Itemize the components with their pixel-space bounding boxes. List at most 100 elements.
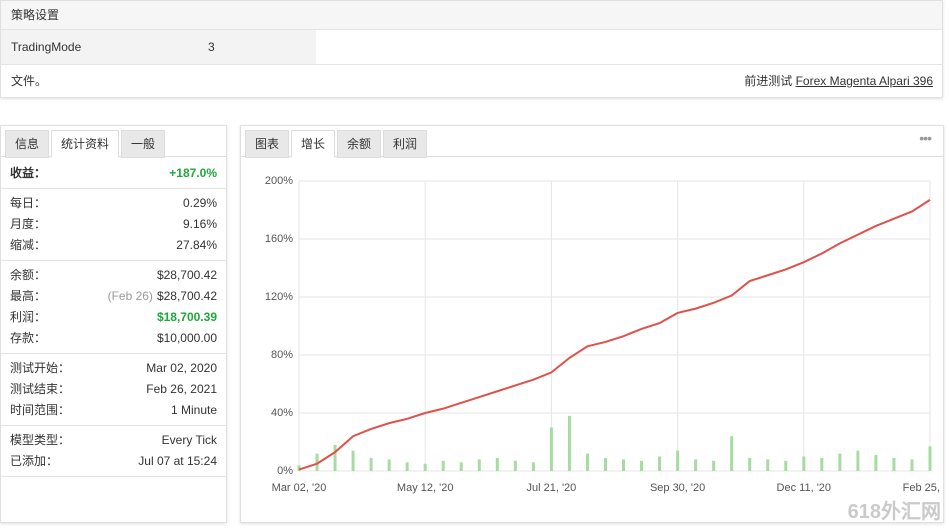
stat-value-wrap: 0.29% xyxy=(183,193,217,214)
stat-row: 测试结束： Feb 26, 2021 xyxy=(1,379,226,400)
stat-row: 时间范围： 1 Minute xyxy=(1,400,226,421)
stat-label: 收益： xyxy=(10,166,47,180)
stat-value-wrap: $10,000.00 xyxy=(157,328,217,349)
x-tick-label: Mar 02, '20 xyxy=(272,482,327,494)
bar xyxy=(513,460,517,471)
bar xyxy=(567,415,571,471)
chart: 0% 40% 80% 120% 160% 200% Mar 02, '20 May 12, '… xyxy=(265,175,943,494)
param-name: TradingMode xyxy=(11,40,82,54)
bar xyxy=(477,459,481,471)
stat-value-wrap: 1 Minute xyxy=(171,400,217,421)
bar xyxy=(712,460,716,471)
growth-line xyxy=(298,199,931,471)
stat-label: 测试结束： xyxy=(10,382,71,396)
stat-row: 存款： $10,000.00 xyxy=(1,328,226,349)
bar xyxy=(874,455,878,471)
tab[interactable]: 利润 xyxy=(383,130,428,158)
stat-label: 余额： xyxy=(10,268,47,282)
bar xyxy=(820,457,824,471)
tab[interactable]: 图表 xyxy=(245,130,290,158)
bar xyxy=(423,463,427,471)
stat-row: 缩减： 27.84% xyxy=(1,235,226,256)
stat-value-wrap: $28,700.42 xyxy=(157,265,217,286)
stat-label: 已添加： xyxy=(10,454,59,468)
bar xyxy=(658,456,662,471)
bar xyxy=(694,459,698,471)
bar xyxy=(459,462,463,471)
bar xyxy=(387,459,391,471)
stat-value: $28,700.42 xyxy=(156,268,217,282)
menu-button[interactable]: ••• xyxy=(919,130,932,146)
stat-row: 利润： $18,700.39 xyxy=(1,307,226,328)
stat-value-wrap: (Feb 26) $28,700.42 xyxy=(108,286,217,307)
tab[interactable]: 余额 xyxy=(337,130,382,158)
stats-body: 收益： +187.0% 每日： 0.29% 月度： 9.16% 缩减： 27.84% 余额： $2… xyxy=(1,159,226,477)
bar xyxy=(495,457,499,471)
stat-group: 测试开始： Mar 02, 2020 测试结束： Feb 26, 2021 时间范围： 1… xyxy=(1,354,226,426)
x-tick-label: Feb 25, '21 xyxy=(903,482,943,494)
stat-row: 测试开始： Mar 02, 2020 xyxy=(1,358,226,379)
stat-row: 收益： +187.0% xyxy=(1,163,226,184)
bar xyxy=(928,446,932,471)
stat-label: 存款： xyxy=(10,331,47,345)
tab[interactable]: 一般 xyxy=(121,130,166,158)
stat-note: (Feb 26) xyxy=(107,289,153,303)
stat-row: 每日： 0.29% xyxy=(1,193,226,214)
param-row-bg xyxy=(1,30,316,64)
x-tick-label: Dec 11, '20 xyxy=(777,482,831,494)
stat-label: 模型类型： xyxy=(10,433,71,447)
stat-row: 余额： $28,700.42 xyxy=(1,265,226,286)
stat-row: 月度： 9.16% xyxy=(1,214,226,235)
y-tick-label: 0% xyxy=(277,465,293,477)
stat-value: 1 Minute xyxy=(170,403,217,417)
y-tick-label: 200% xyxy=(265,175,293,187)
stat-group: 模型类型： Every Tick 已添加： Jul 07 at 15:24 xyxy=(1,426,226,477)
y-tick-label: 120% xyxy=(265,291,293,303)
y-tick-label: 80% xyxy=(271,349,293,361)
stat-value: Every Tick xyxy=(161,433,217,447)
forward-label: 前进测试 xyxy=(744,74,793,88)
stat-value-wrap: Feb 26, 2021 xyxy=(146,379,217,400)
bar xyxy=(315,453,319,471)
forward-link[interactable]: Forex Magenta Alpari 396 xyxy=(795,74,933,88)
stat-value-wrap: 27.84% xyxy=(176,235,217,256)
stat-value: +187.0% xyxy=(169,166,217,180)
tab[interactable]: 增长 xyxy=(291,130,336,158)
bar xyxy=(748,457,752,471)
stat-value: 9.16% xyxy=(182,217,217,231)
chart-panel: ••• 0% 40% 80% 120% 160% 200% Mar 02, '20 May 1… xyxy=(240,125,944,523)
stat-value: 27.84% xyxy=(176,238,217,252)
bar xyxy=(640,460,644,471)
tab[interactable]: 信息 xyxy=(5,130,50,158)
divider xyxy=(1,64,942,65)
stat-row: 模型类型： Every Tick xyxy=(1,430,226,451)
settings-title: 策略设置 xyxy=(11,8,60,22)
bar xyxy=(333,444,337,471)
settings-panel: 策略设置 TradingMode 3 文件。 前进测试 Forex Magent… xyxy=(0,0,943,98)
y-tick-label: 40% xyxy=(271,407,293,419)
stat-label: 测试开始： xyxy=(10,361,71,375)
stat-label: 最高： xyxy=(10,289,47,303)
bar xyxy=(892,457,896,471)
bar xyxy=(603,457,607,471)
file-label: 文件。 xyxy=(11,74,48,88)
bar xyxy=(910,459,914,471)
stat-value: Jul 07 at 15:24 xyxy=(138,454,217,468)
bar xyxy=(676,450,680,471)
bar xyxy=(585,453,589,471)
bar xyxy=(766,459,770,471)
stat-label: 利润： xyxy=(10,310,47,324)
stat-value-wrap: Mar 02, 2020 xyxy=(146,358,217,379)
stat-value: 0.29% xyxy=(182,196,217,210)
stat-group: 收益： +187.0% xyxy=(1,159,226,189)
bar xyxy=(730,436,734,471)
x-tick-label: Jul 21, '20 xyxy=(526,482,576,494)
param-value: 3 xyxy=(208,40,215,54)
tab[interactable]: 统计资料 xyxy=(51,130,120,158)
stat-value-wrap: +187.0% xyxy=(169,163,217,184)
bar xyxy=(838,453,842,471)
stat-value-wrap: $18,700.39 xyxy=(157,307,217,328)
stat-value: $10,000.00 xyxy=(156,331,217,345)
watermark: 618外汇网 xyxy=(847,501,941,523)
stat-value: $18,700.39 xyxy=(156,310,217,324)
